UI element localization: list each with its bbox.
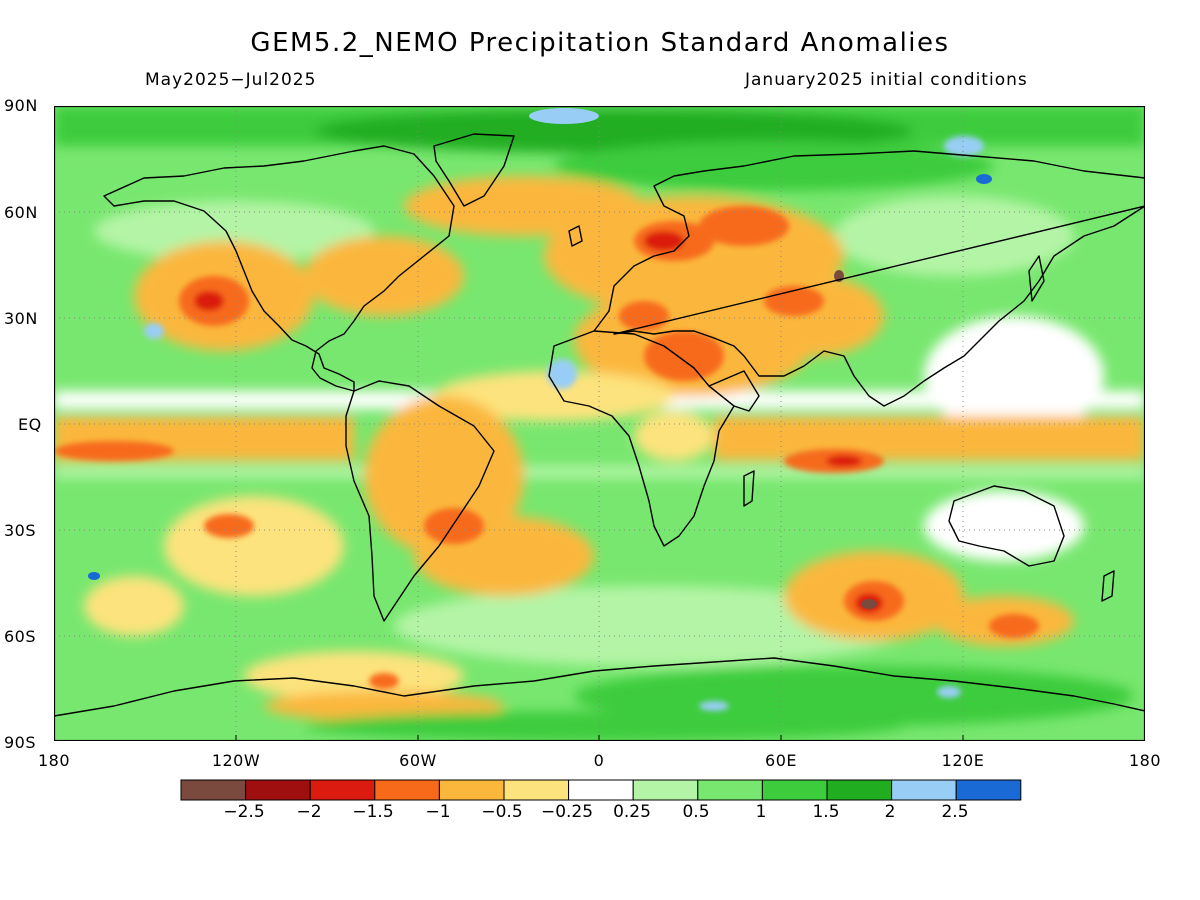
lat-label-90n: 90N (4, 96, 38, 115)
colorbar-swatch (503, 779, 570, 801)
valid-period: May2025−Jul2025 (145, 70, 317, 90)
colorbar-label: 0.25 (613, 802, 651, 822)
lon-label-180e: 180 (1128, 751, 1162, 770)
colorbar-swatch (891, 779, 957, 801)
coastlines (54, 133, 1145, 717)
initial-conditions: January2025 initial conditions (745, 70, 1028, 90)
lon-label-120e: 120E (941, 751, 985, 770)
colorbar-label: 1 (755, 802, 767, 822)
colorbar-swatch (568, 779, 634, 801)
lat-label-30n: 30N (4, 309, 38, 328)
lat-label-60s: 60S (4, 627, 37, 646)
colorbar-swatch (309, 779, 376, 801)
colorbar-swatch (374, 779, 440, 801)
colorbar-label: −0.25 (540, 802, 594, 822)
colorbar-swatch (955, 779, 1022, 801)
antarctica-coast (54, 657, 1145, 717)
colorbar-swatch (245, 779, 311, 801)
colorbar-swatch (632, 779, 699, 801)
colorbar (180, 779, 1022, 801)
lat-label-30s: 30S (4, 521, 37, 540)
lat-label-60n: 60N (4, 203, 38, 222)
lon-label-0: 0 (593, 751, 605, 770)
colorbar-swatch (438, 779, 505, 801)
lat-label-eq: EQ (18, 415, 42, 434)
colorbar-swatch (697, 779, 763, 801)
graticule (54, 106, 1145, 741)
colorbar-label: −2.5 (223, 802, 265, 822)
anomaly-field-strong (54, 136, 1039, 711)
colorbar-label: −2 (296, 802, 322, 822)
anomaly-extremes (88, 108, 992, 609)
madagascar-coast (743, 470, 755, 507)
uk-coast (568, 225, 583, 247)
colorbar-label: 1.5 (812, 802, 840, 822)
south-america-coast (345, 380, 495, 622)
lat-label-90s: 90S (4, 733, 37, 752)
africa-coast (548, 330, 735, 547)
colorbar-label: −1.5 (352, 802, 394, 822)
lon-label-60w: 60W (399, 751, 437, 770)
map-title: GEM5.2_NEMO Precipitation Standard Anoma… (250, 28, 950, 58)
lon-label-60e: 60E (765, 751, 797, 770)
colorbar-swatch (761, 779, 828, 801)
arabia-coast (708, 370, 760, 412)
colorbar-label: −1 (425, 802, 451, 822)
colorbar-label: −0.5 (481, 802, 523, 822)
japan-coast (1028, 255, 1045, 302)
lon-label-180w: 180 (37, 751, 71, 770)
colorbar-label: 2.5 (941, 802, 969, 822)
new-zealand-coast (1101, 570, 1115, 602)
colorbar-label: 0.5 (682, 802, 710, 822)
lon-label-120w: 120W (211, 751, 261, 770)
anomaly-map (54, 106, 1145, 741)
greenland-coast (433, 133, 515, 207)
europe-asia-coast (593, 150, 1145, 407)
lon-ticks (235, 735, 964, 741)
colorbar-label: 2 (884, 802, 896, 822)
colorbar-swatch (826, 779, 893, 801)
north-america-coast (103, 145, 455, 392)
colorbar-swatch (180, 779, 247, 801)
australia-coast (948, 485, 1065, 567)
